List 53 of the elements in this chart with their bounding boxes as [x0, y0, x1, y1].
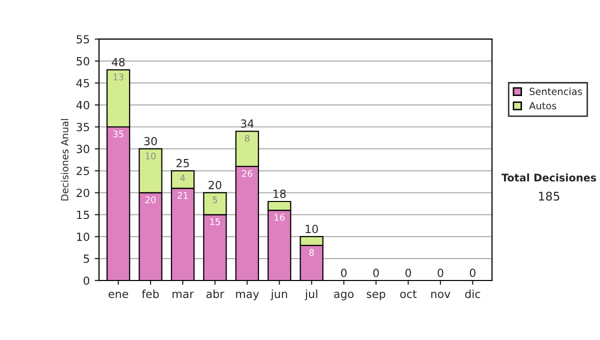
total-label: 48 — [112, 58, 125, 66]
total-label: 18 — [274, 190, 286, 198]
x-tick-label: oct — [400, 290, 417, 298]
text: 185 — [539, 192, 560, 201]
data-label: 20 — [145, 196, 156, 204]
y-tick-label: 35 — [76, 122, 89, 132]
total-label: 25 — [176, 158, 189, 168]
data-label: 13 — [114, 73, 124, 80]
data-label: 5 — [212, 196, 218, 204]
total-label: 30 — [144, 136, 157, 146]
y-axis-title: Decisiones Anual — [60, 119, 68, 200]
data-label: 21 — [178, 192, 188, 199]
total-label: 0 — [373, 268, 379, 278]
data-label: 15 — [210, 218, 220, 226]
total-label: 0 — [405, 268, 412, 278]
y-tick-label: 15 — [77, 210, 89, 220]
data-label: 10 — [146, 152, 156, 160]
x-tick-label: abr — [206, 290, 224, 298]
y-tick-label: 0 — [84, 276, 90, 285]
text: Total Decisiones — [501, 173, 596, 182]
data-label: 8 — [244, 134, 250, 142]
y-tick-label: 55 — [76, 35, 89, 44]
y-tick-label: 30 — [76, 144, 90, 154]
x-tick-label: jun — [270, 290, 288, 300]
x-tick-label: nov — [431, 292, 450, 298]
y-tick-label: 45 — [76, 79, 89, 88]
total-label: 0 — [438, 268, 444, 278]
y-tick-label: 50 — [76, 57, 90, 66]
y-tick-label: 20 — [76, 188, 90, 198]
x-tick-label: feb — [142, 290, 159, 298]
x-tick-label: dic — [465, 290, 480, 298]
total-label: 0 — [341, 268, 347, 278]
y-tick-label: 40 — [76, 100, 90, 110]
x-tick-label: ene — [108, 292, 128, 298]
legend-label: Sentencias — [530, 88, 582, 96]
legend-label: Autos — [529, 102, 556, 110]
total-label: 10 — [306, 224, 318, 234]
total-label: 20 — [208, 180, 222, 190]
data-label: 16 — [274, 214, 285, 221]
y-tick-label: 25 — [76, 166, 89, 176]
data-label: 26 — [242, 170, 252, 177]
x-tick-label: sep — [366, 292, 386, 300]
x-tick-label: mar — [172, 292, 194, 298]
total-label: 34 — [240, 119, 254, 128]
data-label: 4 — [180, 174, 186, 182]
x-tick-label: ago — [334, 292, 354, 300]
total-label: 0 — [470, 268, 476, 278]
y-tick-label: 5 — [84, 254, 89, 263]
y-tick-label: 10 — [77, 232, 90, 241]
data-label: 35 — [113, 130, 124, 138]
x-tick-label: may — [236, 292, 259, 300]
x-tick-label: jul — [304, 290, 318, 300]
data-label: 8 — [309, 249, 314, 256]
